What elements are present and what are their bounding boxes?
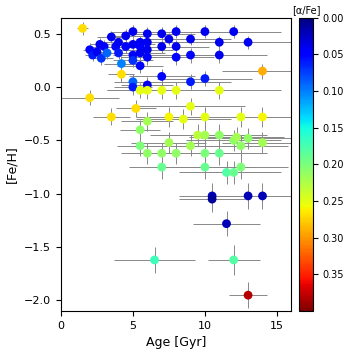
Point	[145, 31, 150, 37]
Point	[231, 29, 237, 34]
Point	[234, 135, 239, 140]
Point	[209, 193, 215, 199]
Point	[137, 63, 143, 69]
Point	[188, 36, 193, 42]
Point	[159, 151, 164, 156]
Point	[145, 54, 150, 60]
Point	[202, 132, 208, 138]
Point	[245, 292, 251, 298]
Point	[260, 114, 265, 120]
Point	[137, 87, 143, 93]
Point	[152, 257, 158, 263]
Point	[238, 143, 244, 149]
Point	[202, 114, 208, 120]
Point	[188, 52, 193, 58]
Point	[97, 42, 103, 47]
Point	[113, 44, 118, 49]
Point	[173, 87, 179, 93]
Point	[87, 95, 92, 100]
Point	[80, 26, 85, 31]
Point	[202, 29, 208, 34]
Point	[116, 50, 121, 56]
Point	[245, 193, 251, 199]
Point	[260, 68, 265, 74]
Point	[137, 50, 143, 56]
Point	[166, 114, 172, 120]
Y-axis label: [Fe/H]: [Fe/H]	[6, 146, 19, 183]
Point	[133, 105, 139, 111]
Point	[145, 151, 150, 156]
Point	[130, 58, 136, 63]
Point	[231, 138, 237, 143]
Point	[145, 82, 150, 88]
Point	[173, 151, 179, 156]
Point	[217, 87, 222, 93]
Point	[130, 84, 136, 90]
Point	[108, 114, 114, 120]
Point	[188, 103, 193, 109]
Point	[245, 136, 251, 141]
Point	[166, 36, 172, 42]
Point	[87, 47, 92, 53]
Point	[188, 143, 193, 149]
Point	[173, 29, 179, 34]
Point	[108, 34, 114, 40]
Point	[238, 164, 244, 170]
Point	[173, 44, 179, 49]
Point	[145, 39, 150, 45]
Point	[119, 61, 124, 66]
Point	[145, 87, 150, 93]
Point	[137, 44, 143, 49]
Point	[90, 52, 96, 58]
Point	[123, 33, 128, 39]
Point	[260, 193, 265, 199]
X-axis label: Age [Gyr]: Age [Gyr]	[146, 337, 206, 349]
Point	[145, 47, 150, 53]
Point	[181, 116, 186, 122]
Point	[130, 29, 136, 34]
Point	[137, 143, 143, 149]
Point	[231, 257, 237, 263]
Point	[137, 127, 143, 133]
Point	[260, 140, 265, 146]
Point	[202, 151, 208, 156]
Point	[166, 140, 172, 146]
Point	[217, 52, 222, 58]
Point	[130, 79, 136, 84]
Point	[94, 49, 100, 55]
Point	[130, 42, 136, 47]
Point	[209, 196, 215, 202]
Title: [α/Fe]: [α/Fe]	[292, 6, 321, 16]
Point	[159, 31, 164, 37]
Point	[217, 39, 222, 45]
Point	[159, 87, 164, 93]
Point	[98, 55, 104, 61]
Point	[116, 39, 121, 45]
Point	[195, 132, 201, 138]
Point	[188, 79, 193, 84]
Point	[159, 73, 164, 79]
Point	[137, 39, 143, 45]
Point	[202, 76, 208, 81]
Point	[217, 132, 222, 138]
Point	[231, 170, 237, 175]
Point	[159, 44, 164, 49]
Point	[217, 151, 222, 156]
Point	[238, 114, 244, 120]
Point	[224, 221, 229, 226]
Point	[145, 118, 150, 124]
Point	[224, 170, 229, 175]
Point	[202, 164, 208, 170]
Point	[159, 164, 164, 170]
Point	[245, 39, 251, 45]
Point	[104, 50, 110, 56]
Point	[119, 71, 124, 77]
Point	[173, 54, 179, 60]
Point	[102, 44, 107, 49]
Point	[130, 52, 136, 58]
Point	[123, 44, 128, 49]
